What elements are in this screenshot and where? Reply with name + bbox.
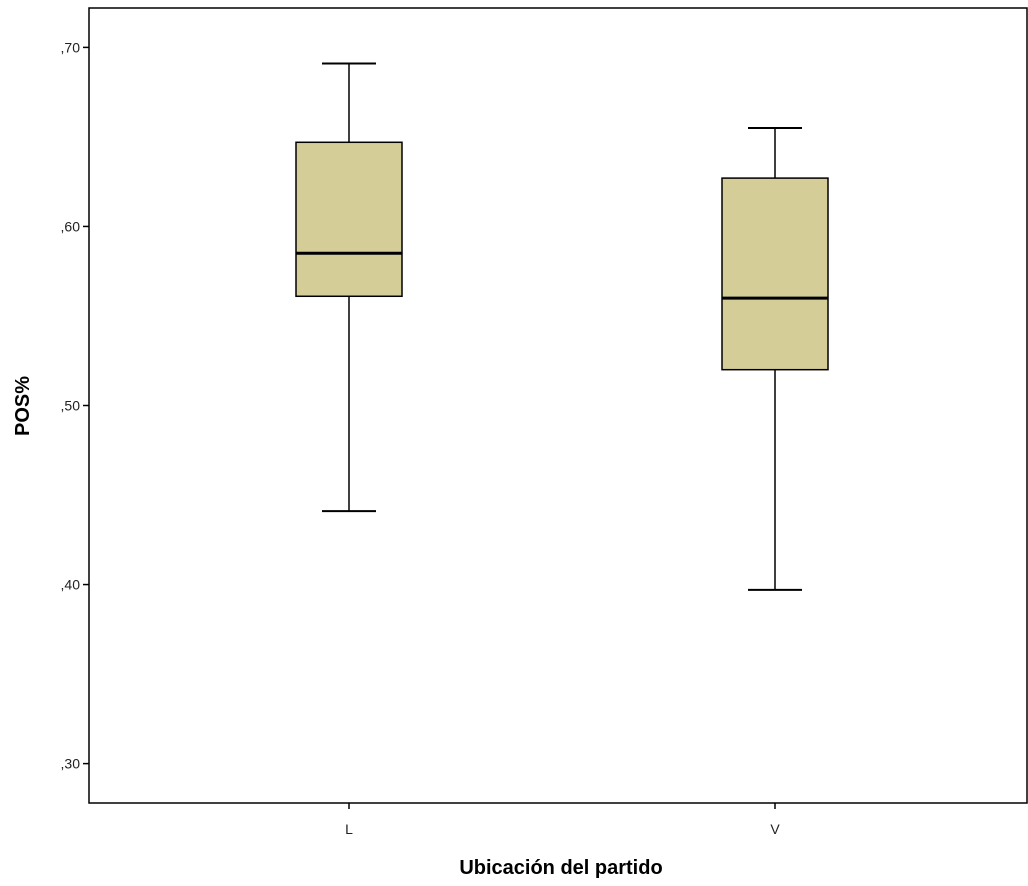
y-tick-label: ,40: [61, 577, 81, 593]
y-tick-label: ,60: [61, 218, 81, 234]
y-axis: ,30 ,40 ,50 ,60 ,70: [61, 39, 89, 772]
plot-frame: [88, 7, 1028, 804]
x-tick-label: V: [770, 821, 780, 837]
box-body: [295, 141, 403, 298]
y-tick-label: ,30: [61, 756, 81, 772]
box-marks: [295, 62, 829, 591]
y-tick-label: ,70: [61, 39, 81, 55]
box-group-L: [295, 62, 403, 513]
x-tick-label: L: [345, 821, 353, 837]
box-body: [721, 177, 829, 371]
y-tick-label: ,50: [61, 398, 81, 414]
x-axis-title: Ubicación del partido: [459, 857, 662, 879]
y-axis-title: POS%: [12, 376, 34, 436]
box-group-V: [721, 126, 829, 591]
